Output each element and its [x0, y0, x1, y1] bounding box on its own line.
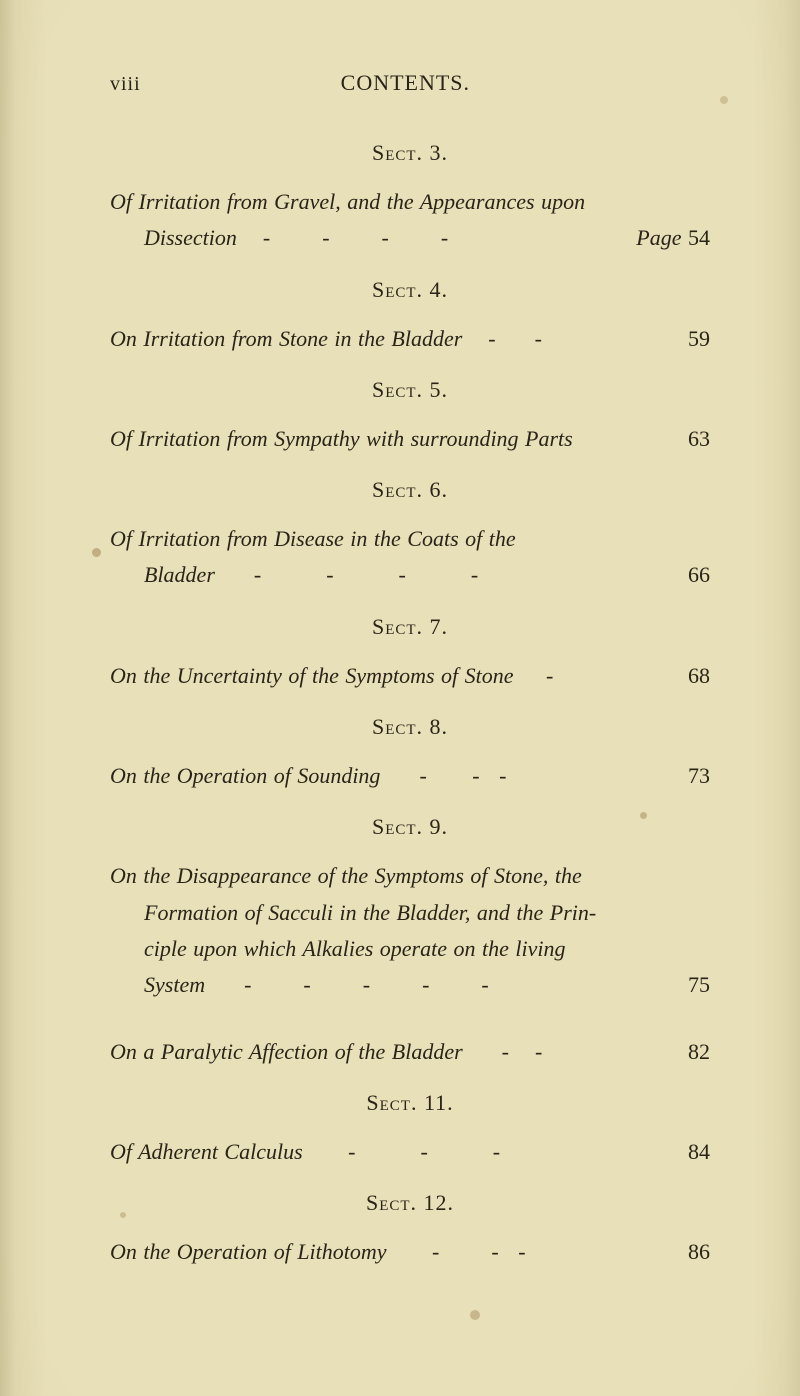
section-heading: Sect. 7.: [110, 614, 710, 640]
entry-line: On Irritation from Stone in the Bladder: [110, 321, 462, 357]
toc-entry: On a Paralytic Affection of the Bladder …: [110, 1034, 710, 1070]
entry-continuation: Bladder: [144, 557, 215, 593]
foxing-spot: [720, 96, 728, 104]
page-number: 82: [688, 1034, 710, 1070]
foxing-spot: [92, 548, 101, 557]
page-number: 54: [688, 225, 710, 250]
entry-continuation: System: [144, 967, 205, 1003]
entry-line: Of Irritation from Disease in the Coats …: [110, 526, 516, 551]
leader-dashes: - - -: [387, 1234, 676, 1270]
entry-line: On the Operation of Lithotomy: [110, 1234, 387, 1270]
page: viii CONTENTS. Sect. 3. Of Irritation fr…: [0, 0, 800, 1396]
leader-dashes: - - - -: [215, 557, 676, 593]
section-heading: Sect. 9.: [110, 814, 710, 840]
page-label: Page: [636, 225, 681, 250]
entry-line: On a Paralytic Affection of the Bladder: [110, 1034, 463, 1070]
section-heading: Sect. 8.: [110, 714, 710, 740]
toc-entry: Of Irritation from Disease in the Coats …: [110, 521, 710, 594]
page-number: 68: [688, 658, 710, 694]
section-heading: Sect. 12.: [110, 1190, 710, 1216]
section-heading: Sect. 5.: [110, 377, 710, 403]
page-number: 66: [688, 557, 710, 593]
section-heading: Sect. 4.: [110, 277, 710, 303]
entry-line: On the Operation of Sounding: [110, 758, 380, 794]
toc-entry: On the Uncertainty of the Symptoms of St…: [110, 658, 710, 694]
entry-line: Formation of Sacculi in the Bladder, and…: [110, 895, 710, 931]
running-title: CONTENTS.: [141, 70, 670, 96]
foxing-spot: [470, 1310, 480, 1320]
toc-entry: On the Operation of Sounding - - - 73: [110, 758, 710, 794]
page-number: 75: [688, 967, 710, 1003]
page-number: 86: [688, 1234, 710, 1270]
toc-entry: Of Irritation from Sympathy with surroun…: [110, 421, 710, 457]
entry-line: ciple upon which Alkalies operate on the…: [110, 931, 710, 967]
running-head: viii CONTENTS.: [110, 70, 710, 96]
toc-entry: Of Irritation from Gravel, and the Appea…: [110, 184, 710, 257]
section-heading: Sect. 11.: [110, 1090, 710, 1116]
leader-dashes: -: [514, 658, 676, 694]
toc-entry: Of Adherent Calculus - - - 84: [110, 1134, 710, 1170]
page-number: 73: [688, 758, 710, 794]
toc-entry: On Irritation from Stone in the Bladder …: [110, 321, 710, 357]
page-number: 59: [688, 321, 710, 357]
leader-dashes: - - -: [303, 1134, 676, 1170]
page-number: 63: [688, 421, 710, 457]
toc-entry: On the Operation of Lithotomy - - - 86: [110, 1234, 710, 1270]
leader-dashes: - -: [462, 321, 676, 357]
leader-dashes: - - - - -: [205, 967, 676, 1003]
entry-line: On the Uncertainty of the Symptoms of St…: [110, 658, 514, 694]
spacer: [110, 1016, 710, 1034]
leader-dashes: - -: [463, 1034, 676, 1070]
leader-dashes: - - -: [380, 758, 676, 794]
entry-line: Of Irritation from Gravel, and the Appea…: [110, 189, 585, 214]
section-heading: Sect. 6.: [110, 477, 710, 503]
page-number: 84: [688, 1134, 710, 1170]
folio-number: viii: [110, 73, 141, 96]
entry-line: On the Disappearance of the Symptoms of …: [110, 863, 582, 888]
entry-line: Of Adherent Calculus: [110, 1134, 303, 1170]
section-heading: Sect. 3.: [110, 140, 710, 166]
entry-line: Of Irritation from Sympathy with surroun…: [110, 421, 573, 457]
leader-dashes: - - - -: [237, 220, 624, 256]
toc-entry: On the Disappearance of the Symptoms of …: [110, 858, 710, 1003]
entry-continuation: Dissection: [144, 220, 237, 256]
